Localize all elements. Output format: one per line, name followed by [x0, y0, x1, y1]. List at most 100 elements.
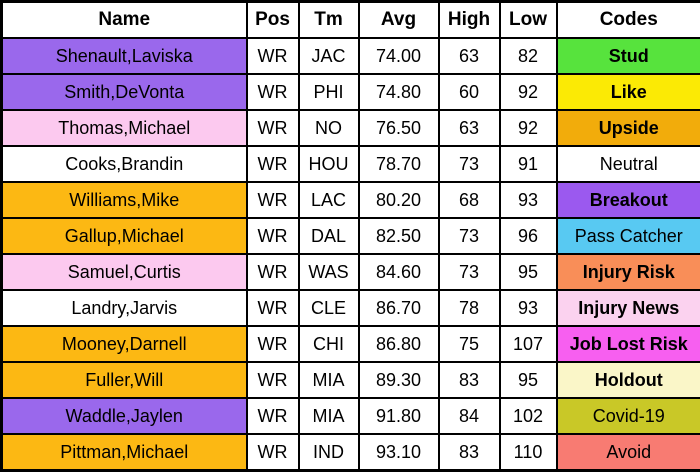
player-name-cell[interactable]: Mooney,Darnell — [2, 326, 247, 362]
team-cell[interactable]: JAC — [299, 38, 359, 74]
low-cell[interactable]: 102 — [500, 398, 557, 434]
avg-cell[interactable]: 89.30 — [359, 362, 439, 398]
high-cell[interactable]: 78 — [439, 290, 500, 326]
avg-cell[interactable]: 84.60 — [359, 254, 439, 290]
high-cell[interactable]: 83 — [439, 434, 500, 471]
pos-cell[interactable]: WR — [247, 38, 299, 74]
avg-cell[interactable]: 78.70 — [359, 146, 439, 182]
pos-cell[interactable]: WR — [247, 362, 299, 398]
high-cell[interactable]: 73 — [439, 218, 500, 254]
team-cell[interactable]: DAL — [299, 218, 359, 254]
pos-cell[interactable]: WR — [247, 290, 299, 326]
team-cell[interactable]: LAC — [299, 182, 359, 218]
low-cell[interactable]: 93 — [500, 290, 557, 326]
code-cell[interactable]: Breakout — [557, 182, 700, 218]
low-cell[interactable]: 93 — [500, 182, 557, 218]
high-cell[interactable]: 84 — [439, 398, 500, 434]
low-cell[interactable]: 92 — [500, 74, 557, 110]
player-name-cell[interactable]: Smith,DeVonta — [2, 74, 247, 110]
avg-cell[interactable]: 80.20 — [359, 182, 439, 218]
high-cell[interactable]: 63 — [439, 110, 500, 146]
low-cell[interactable]: 82 — [500, 38, 557, 74]
team-cell[interactable]: HOU — [299, 146, 359, 182]
avg-cell[interactable]: 74.80 — [359, 74, 439, 110]
column-header-codes[interactable]: Codes — [557, 2, 700, 39]
pos-cell[interactable]: WR — [247, 398, 299, 434]
column-header-high[interactable]: High — [439, 2, 500, 39]
high-cell[interactable]: 73 — [439, 146, 500, 182]
player-name-cell[interactable]: Waddle,Jaylen — [2, 398, 247, 434]
high-cell[interactable]: 83 — [439, 362, 500, 398]
player-name-cell[interactable]: Samuel,Curtis — [2, 254, 247, 290]
code-cell[interactable]: Job Lost Risk — [557, 326, 700, 362]
avg-cell[interactable]: 86.70 — [359, 290, 439, 326]
team-cell[interactable]: NO — [299, 110, 359, 146]
pos-cell[interactable]: WR — [247, 182, 299, 218]
code-cell[interactable]: Upside — [557, 110, 700, 146]
low-cell[interactable]: 91 — [500, 146, 557, 182]
high-cell[interactable]: 60 — [439, 74, 500, 110]
low-cell[interactable]: 107 — [500, 326, 557, 362]
code-cell[interactable]: Pass Catcher — [557, 218, 700, 254]
avg-cell[interactable]: 93.10 — [359, 434, 439, 471]
code-cell[interactable]: Injury Risk — [557, 254, 700, 290]
team-cell[interactable]: WAS — [299, 254, 359, 290]
pos-cell[interactable]: WR — [247, 110, 299, 146]
high-cell[interactable]: 68 — [439, 182, 500, 218]
low-cell[interactable]: 110 — [500, 434, 557, 471]
code-cell[interactable]: Neutral — [557, 146, 700, 182]
high-cell[interactable]: 63 — [439, 38, 500, 74]
avg-cell[interactable]: 74.00 — [359, 38, 439, 74]
avg-cell[interactable]: 76.50 — [359, 110, 439, 146]
team-cell[interactable]: PHI — [299, 74, 359, 110]
column-header-low[interactable]: Low — [500, 2, 557, 39]
code-cell[interactable]: Stud — [557, 38, 700, 74]
player-name-cell[interactable]: Fuller,Will — [2, 362, 247, 398]
player-name-cell[interactable]: Cooks,Brandin — [2, 146, 247, 182]
column-header-name[interactable]: Name — [2, 2, 247, 39]
pos-cell[interactable]: WR — [247, 218, 299, 254]
avg-cell[interactable]: 91.80 — [359, 398, 439, 434]
low-cell[interactable]: 92 — [500, 110, 557, 146]
column-header-avg[interactable]: Avg — [359, 2, 439, 39]
low-cell[interactable]: 95 — [500, 254, 557, 290]
player-name-cell[interactable]: Shenault,Laviska — [2, 38, 247, 74]
team-cell[interactable]: IND — [299, 434, 359, 471]
column-header-pos[interactable]: Pos — [247, 2, 299, 39]
code-cell[interactable]: Holdout — [557, 362, 700, 398]
high-cell[interactable]: 73 — [439, 254, 500, 290]
low-cell[interactable]: 96 — [500, 218, 557, 254]
code-cell[interactable]: Injury News — [557, 290, 700, 326]
avg-cell[interactable]: 82.50 — [359, 218, 439, 254]
team-cell[interactable]: MIA — [299, 362, 359, 398]
team-cell[interactable]: CHI — [299, 326, 359, 362]
pos-cell[interactable]: WR — [247, 254, 299, 290]
team-cell[interactable]: CLE — [299, 290, 359, 326]
player-name-cell[interactable]: Landry,Jarvis — [2, 290, 247, 326]
code-cell[interactable]: Avoid — [557, 434, 700, 471]
player-name-cell[interactable]: Gallup,Michael — [2, 218, 247, 254]
pos-cell[interactable]: WR — [247, 146, 299, 182]
pos-cell[interactable]: WR — [247, 74, 299, 110]
pos-cell[interactable]: WR — [247, 434, 299, 471]
player-name-cell[interactable]: Williams,Mike — [2, 182, 247, 218]
header-row: Name Pos Tm Avg High Low Codes — [2, 2, 700, 39]
player-name-cell[interactable]: Thomas,Michael — [2, 110, 247, 146]
low-cell[interactable]: 95 — [500, 362, 557, 398]
team-cell[interactable]: MIA — [299, 398, 359, 434]
code-cell[interactable]: Like — [557, 74, 700, 110]
column-header-tm[interactable]: Tm — [299, 2, 359, 39]
high-cell[interactable]: 75 — [439, 326, 500, 362]
player-name-cell[interactable]: Pittman,Michael — [2, 434, 247, 471]
pos-cell[interactable]: WR — [247, 326, 299, 362]
code-cell[interactable]: Covid-19 — [557, 398, 700, 434]
avg-cell[interactable]: 86.80 — [359, 326, 439, 362]
